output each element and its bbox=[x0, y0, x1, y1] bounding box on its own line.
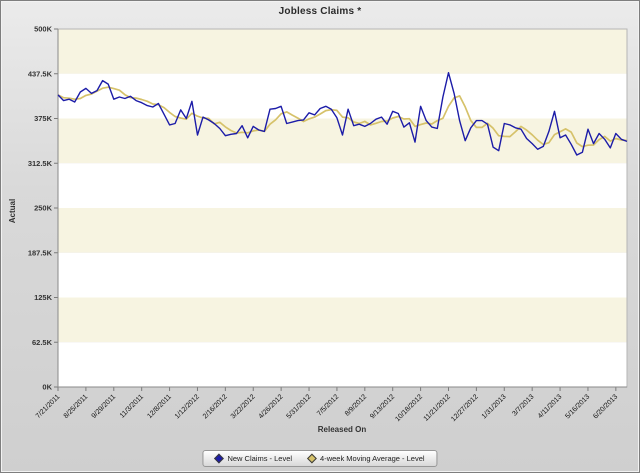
x-tick-label: 7/5/2012 bbox=[316, 393, 340, 417]
x-axis-label: Released On bbox=[318, 425, 367, 434]
x-tick-label: 9/29/2011 bbox=[91, 393, 118, 420]
legend-item-new-claims[interactable]: New Claims - Level bbox=[213, 453, 293, 464]
x-tick-label: 1/12/2012 bbox=[174, 393, 201, 420]
plot-band bbox=[58, 73, 627, 119]
x-tick-label: 7/21/2011 bbox=[35, 393, 62, 420]
y-tick-label: 62.5K bbox=[32, 338, 53, 347]
x-tick-label: 8/9/2012 bbox=[344, 393, 368, 417]
y-tick-label: 0K bbox=[42, 383, 52, 392]
y-tick-label: 500K bbox=[34, 25, 53, 34]
plot-band bbox=[58, 252, 627, 298]
chart-title: Jobless Claims * bbox=[278, 6, 362, 17]
x-tick-label: 4/26/2012 bbox=[258, 393, 285, 420]
plot-band bbox=[58, 208, 627, 253]
plot-band bbox=[58, 342, 627, 387]
legend-label-moving-average: 4-week Moving Average - Level bbox=[320, 454, 425, 463]
legend-label-new-claims: New Claims - Level bbox=[227, 454, 293, 463]
legend: New Claims - Level 4-week Moving Average… bbox=[202, 450, 438, 467]
plot-band bbox=[58, 297, 627, 343]
x-tick-label: 12/27/2012 bbox=[450, 393, 480, 423]
x-tick-label: 11/21/2012 bbox=[423, 393, 452, 422]
y-tick-label: 125K bbox=[34, 293, 53, 302]
x-tick-label: 6/20/2013 bbox=[592, 393, 619, 420]
y-tick-label: 312.5K bbox=[28, 159, 53, 168]
x-tick-label: 9/13/2012 bbox=[369, 393, 396, 420]
x-tick-label: 2/16/2012 bbox=[202, 393, 229, 420]
y-tick-label: 187.5K bbox=[28, 248, 53, 257]
legend-item-moving-average[interactable]: 4-week Moving Average - Level bbox=[306, 453, 425, 464]
plot-band bbox=[58, 118, 627, 164]
x-tick-label: 3/7/2013 bbox=[511, 393, 535, 417]
chart-plot: 0K 62.5K 125K 187.5K 250K 312.5K 375K 437.5K 500… bbox=[8, 25, 628, 434]
x-tick-label: 8/25/2011 bbox=[63, 393, 90, 420]
y-axis-label: Actual bbox=[8, 199, 17, 223]
plot-generated-layer: 0K 62.5K 125K 187.5K 250K 312.5K 375K 437.5K 500… bbox=[28, 25, 628, 423]
x-tick-label: 3/22/2012 bbox=[230, 393, 257, 420]
plot-band bbox=[58, 163, 627, 208]
x-tick-label: 5/16/2013 bbox=[564, 393, 591, 420]
plot-band bbox=[58, 29, 627, 74]
new-claims-line bbox=[57, 71, 628, 156]
y-tick-label: 437.5K bbox=[28, 69, 53, 78]
y-tick-label: 375K bbox=[34, 114, 53, 123]
x-tick-label: 4/11/2013 bbox=[537, 393, 564, 420]
new-claims-diamond-icon bbox=[213, 453, 224, 464]
moving-average-line bbox=[57, 86, 628, 148]
y-tick-label: 250K bbox=[34, 204, 53, 213]
x-tick-label: 10/18/2012 bbox=[394, 393, 424, 423]
moving-average-diamond-icon bbox=[306, 453, 317, 464]
x-tick-label: 1/31/2013 bbox=[481, 393, 508, 420]
x-tick-label: 11/3/2011 bbox=[119, 393, 145, 419]
x-tick-label: 12/8/2011 bbox=[146, 393, 173, 420]
x-tick-label: 5/31/2012 bbox=[285, 393, 312, 420]
